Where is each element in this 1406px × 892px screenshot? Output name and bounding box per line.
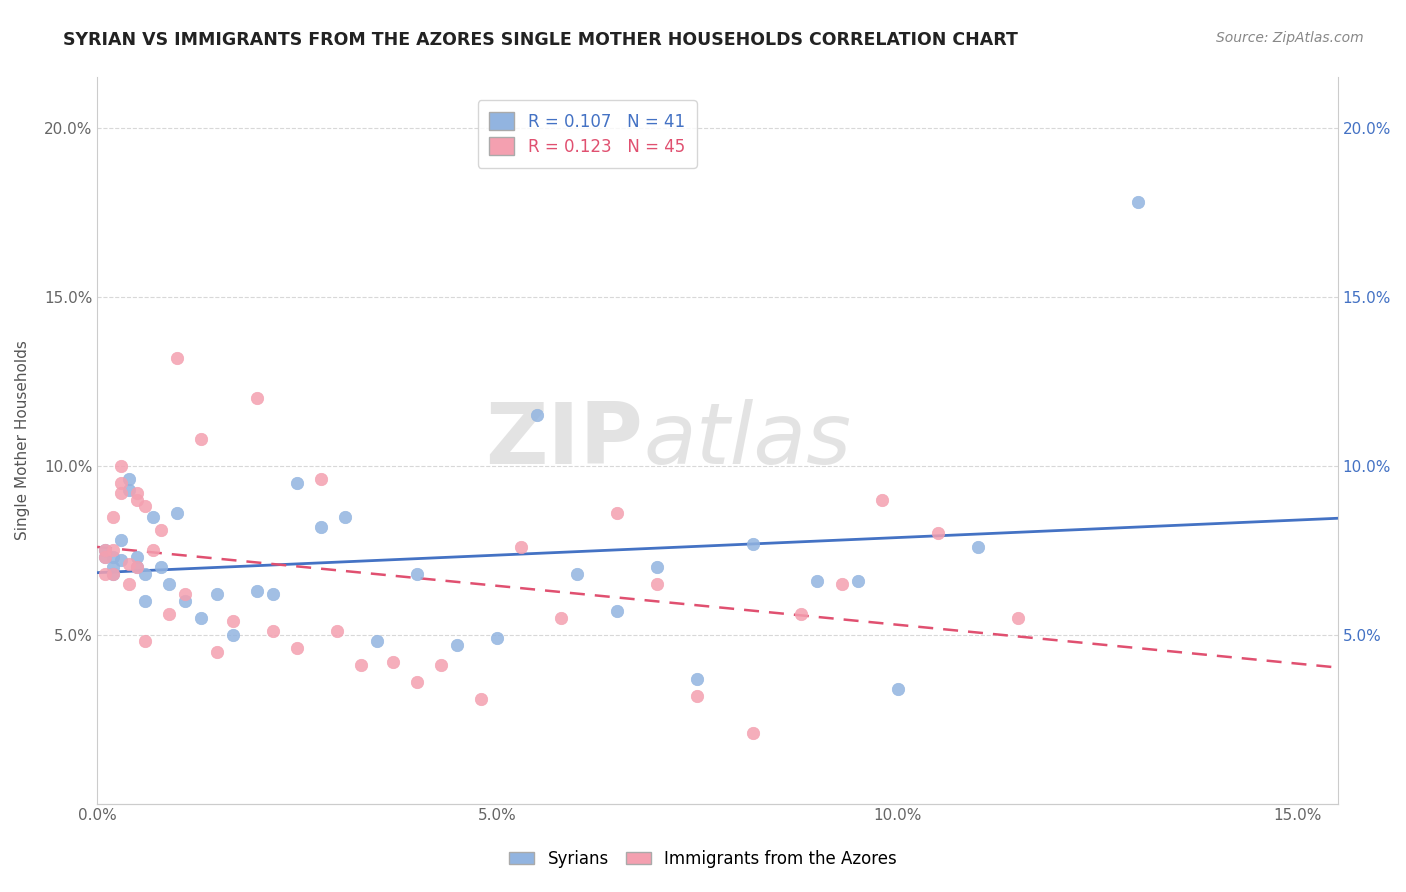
- Point: [647, 560, 669, 574]
- Point: [127, 560, 149, 574]
- Point: [406, 566, 429, 581]
- Point: [1007, 611, 1029, 625]
- Point: [335, 509, 357, 524]
- Point: [127, 486, 149, 500]
- Point: [174, 587, 197, 601]
- Point: [246, 583, 269, 598]
- Point: [110, 486, 132, 500]
- Point: [510, 540, 533, 554]
- Point: [382, 655, 405, 669]
- Point: [134, 500, 156, 514]
- Point: [927, 526, 949, 541]
- Point: [350, 658, 373, 673]
- Point: [134, 634, 156, 648]
- Point: [567, 566, 589, 581]
- Point: [157, 607, 180, 622]
- Point: [110, 458, 132, 473]
- Point: [966, 540, 988, 554]
- Point: [246, 392, 269, 406]
- Point: [285, 641, 308, 656]
- Point: [94, 543, 117, 558]
- Point: [174, 594, 197, 608]
- Point: [134, 594, 156, 608]
- Point: [190, 611, 212, 625]
- Text: SYRIAN VS IMMIGRANTS FROM THE AZORES SINGLE MOTHER HOUSEHOLDS CORRELATION CHART: SYRIAN VS IMMIGRANTS FROM THE AZORES SIN…: [63, 31, 1018, 49]
- Point: [366, 634, 388, 648]
- Point: [686, 672, 709, 686]
- Point: [94, 550, 117, 565]
- Point: [127, 550, 149, 565]
- Point: [101, 509, 124, 524]
- Point: [831, 577, 853, 591]
- Point: [742, 725, 765, 739]
- Point: [94, 543, 117, 558]
- Point: [406, 675, 429, 690]
- Point: [110, 533, 132, 548]
- Point: [790, 607, 813, 622]
- Point: [846, 574, 869, 588]
- Point: [886, 681, 908, 696]
- Point: [150, 523, 173, 537]
- Point: [118, 472, 141, 486]
- Legend: Syrians, Immigrants from the Azores: Syrians, Immigrants from the Azores: [503, 844, 903, 875]
- Point: [486, 631, 509, 645]
- Point: [101, 560, 124, 574]
- Point: [118, 557, 141, 571]
- Point: [127, 560, 149, 574]
- Point: [110, 475, 132, 490]
- Point: [94, 566, 117, 581]
- Point: [110, 553, 132, 567]
- Point: [647, 577, 669, 591]
- Point: [870, 492, 893, 507]
- Point: [101, 566, 124, 581]
- Point: [285, 475, 308, 490]
- Point: [470, 692, 492, 706]
- Point: [134, 566, 156, 581]
- Point: [142, 543, 165, 558]
- Point: [166, 506, 188, 520]
- Point: [550, 611, 572, 625]
- Y-axis label: Single Mother Households: Single Mother Households: [15, 341, 30, 541]
- Point: [326, 624, 349, 639]
- Point: [606, 506, 628, 520]
- Point: [127, 492, 149, 507]
- Point: [309, 472, 332, 486]
- Point: [222, 614, 245, 628]
- Point: [118, 577, 141, 591]
- Point: [526, 408, 548, 422]
- Point: [101, 566, 124, 581]
- Point: [430, 658, 453, 673]
- Point: [262, 587, 284, 601]
- Point: [101, 543, 124, 558]
- Point: [806, 574, 828, 588]
- Text: ZIP: ZIP: [485, 399, 643, 482]
- Point: [166, 351, 188, 365]
- Point: [118, 483, 141, 497]
- Point: [686, 689, 709, 703]
- Point: [446, 638, 468, 652]
- Legend: R = 0.107   N = 41, R = 0.123   N = 45: R = 0.107 N = 41, R = 0.123 N = 45: [478, 100, 696, 168]
- Point: [606, 604, 628, 618]
- Point: [205, 587, 228, 601]
- Point: [101, 550, 124, 565]
- Point: [142, 509, 165, 524]
- Point: [309, 519, 332, 533]
- Point: [157, 577, 180, 591]
- Point: [742, 536, 765, 550]
- Point: [222, 628, 245, 642]
- Point: [262, 624, 284, 639]
- Point: [205, 645, 228, 659]
- Point: [150, 560, 173, 574]
- Text: Source: ZipAtlas.com: Source: ZipAtlas.com: [1216, 31, 1364, 45]
- Point: [94, 550, 117, 565]
- Point: [190, 432, 212, 446]
- Point: [1126, 195, 1149, 210]
- Text: atlas: atlas: [643, 399, 851, 482]
